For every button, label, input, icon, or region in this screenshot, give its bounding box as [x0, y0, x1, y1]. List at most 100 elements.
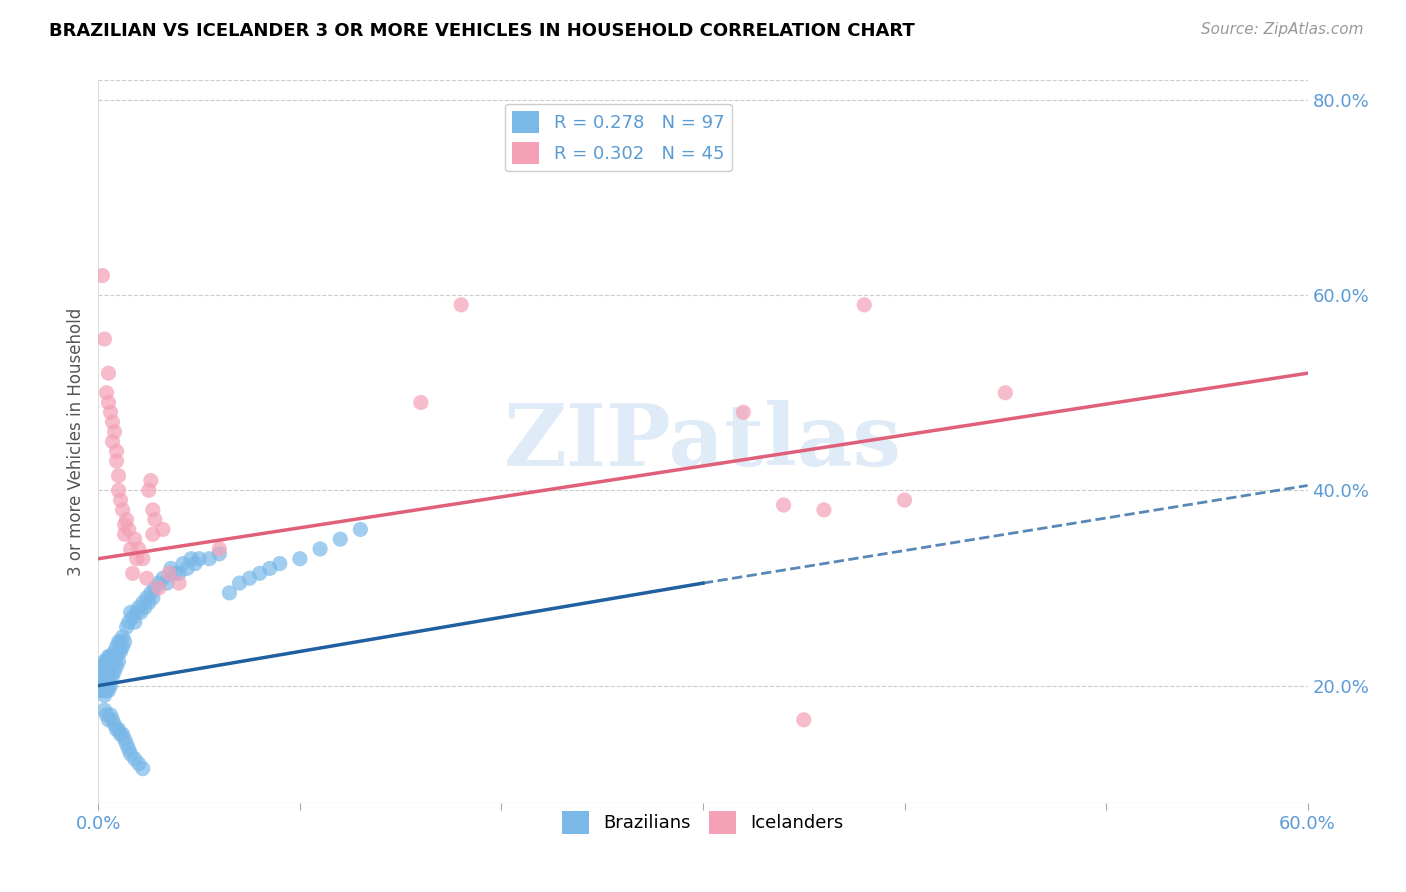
Point	[89, 683, 111, 698]
Point	[100, 679, 122, 693]
Point	[121, 566, 143, 581]
Point	[793, 713, 815, 727]
Point	[259, 561, 281, 575]
Point	[152, 571, 174, 585]
Point	[89, 664, 111, 678]
Point	[269, 557, 291, 571]
Point	[124, 615, 146, 630]
Point	[93, 689, 115, 703]
Point	[107, 634, 129, 648]
Point	[111, 630, 134, 644]
Legend: Brazilians, Icelanders: Brazilians, Icelanders	[555, 805, 851, 841]
Point	[128, 600, 150, 615]
Point	[101, 415, 124, 429]
Point	[103, 717, 125, 731]
Point	[100, 405, 122, 419]
Point	[105, 649, 128, 664]
Point	[239, 571, 262, 585]
Point	[96, 673, 118, 688]
Point	[107, 468, 129, 483]
Point	[105, 444, 128, 458]
Point	[114, 517, 136, 532]
Point	[121, 610, 143, 624]
Point	[188, 551, 211, 566]
Point	[994, 385, 1017, 400]
Point	[134, 600, 156, 615]
Point	[772, 498, 794, 512]
Point	[105, 454, 128, 468]
Point	[184, 557, 207, 571]
Point	[93, 654, 115, 668]
Point	[409, 395, 432, 409]
Point	[111, 640, 134, 654]
Point	[167, 566, 190, 581]
Point	[96, 654, 118, 668]
Point	[249, 566, 271, 581]
Point	[100, 669, 122, 683]
Point	[110, 634, 132, 648]
Point	[97, 683, 120, 698]
Point	[208, 547, 231, 561]
Point	[157, 566, 180, 581]
Point	[142, 527, 165, 541]
Point	[125, 606, 148, 620]
Point	[139, 586, 162, 600]
Point	[142, 503, 165, 517]
Point	[96, 664, 118, 678]
Point	[110, 644, 132, 658]
Point	[101, 649, 124, 664]
Point	[111, 727, 134, 741]
Point	[198, 551, 221, 566]
Point	[167, 576, 190, 591]
Point	[733, 405, 755, 419]
Point	[110, 493, 132, 508]
Point	[103, 425, 125, 439]
Point	[176, 561, 198, 575]
Point	[97, 366, 120, 380]
Text: Source: ZipAtlas.com: Source: ZipAtlas.com	[1201, 22, 1364, 37]
Point	[124, 532, 146, 546]
Point	[132, 551, 155, 566]
Point	[148, 581, 170, 595]
Point	[97, 679, 120, 693]
Point	[309, 541, 332, 556]
Point	[93, 679, 115, 693]
Point	[105, 723, 128, 737]
Point	[107, 483, 129, 498]
Point	[120, 606, 142, 620]
Point	[107, 654, 129, 668]
Point	[135, 591, 157, 605]
Point	[128, 541, 150, 556]
Point	[172, 557, 194, 571]
Point	[180, 551, 202, 566]
Point	[97, 669, 120, 683]
Point	[93, 683, 115, 698]
Point	[152, 523, 174, 537]
Point	[125, 551, 148, 566]
Point	[115, 737, 138, 751]
Point	[97, 395, 120, 409]
Point	[93, 664, 115, 678]
Point	[105, 640, 128, 654]
Point	[228, 576, 250, 591]
Point	[91, 669, 114, 683]
Point	[132, 762, 155, 776]
Point	[120, 747, 142, 761]
Text: BRAZILIAN VS ICELANDER 3 OR MORE VEHICLES IN HOUSEHOLD CORRELATION CHART: BRAZILIAN VS ICELANDER 3 OR MORE VEHICLE…	[49, 22, 915, 40]
Point	[93, 332, 115, 346]
Point	[103, 644, 125, 658]
Point	[103, 654, 125, 668]
Point	[138, 483, 160, 498]
Point	[100, 649, 122, 664]
Text: ZIPatlas: ZIPatlas	[503, 400, 903, 483]
Point	[97, 713, 120, 727]
Point	[89, 673, 111, 688]
Point	[118, 523, 141, 537]
Point	[120, 541, 142, 556]
Point	[208, 541, 231, 556]
Point	[218, 586, 240, 600]
Point	[329, 532, 352, 546]
Point	[97, 649, 120, 664]
Point	[100, 707, 122, 722]
Y-axis label: 3 or more Vehicles in Household: 3 or more Vehicles in Household	[66, 308, 84, 575]
